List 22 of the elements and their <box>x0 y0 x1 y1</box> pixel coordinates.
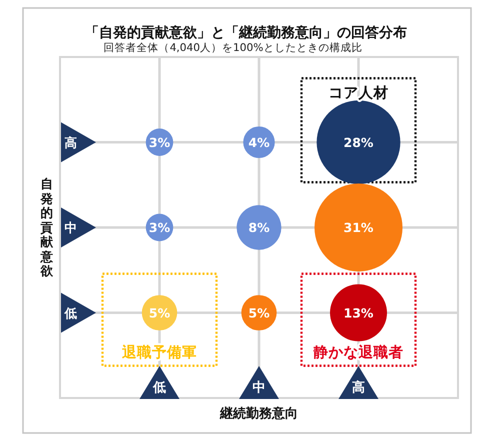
data-label: 3% <box>148 220 171 235</box>
data-label: 31% <box>344 220 374 235</box>
y-tick-label: 高 <box>64 134 78 150</box>
x-tick-label: 低 <box>152 380 166 396</box>
x-tick-label: 中 <box>252 380 266 396</box>
chart-subtitle: 回答者全体（4,040人）を100%としたときの構成比 <box>104 41 362 54</box>
y-tick-label: 低 <box>64 305 78 320</box>
data-label: 8% <box>248 220 270 235</box>
y-tick-label: 中 <box>64 220 78 235</box>
data-label: 13% <box>344 305 374 320</box>
annotation: 退職予備軍 <box>121 344 197 361</box>
data-label: 5% <box>248 305 270 320</box>
annotation: 静かな退職者 <box>312 344 404 361</box>
data-label: 28% <box>344 134 374 150</box>
annotation: コア人材 <box>328 84 388 102</box>
x-axis-title: 継続勤務意向 <box>219 406 298 422</box>
y-axis-title: 自発的貢献意欲 <box>40 176 54 278</box>
data-label: 5% <box>148 305 171 320</box>
data-label: 4% <box>248 134 270 150</box>
data-label: 3% <box>148 134 171 150</box>
chart-title: 「自発的貢献意欲」と「継続勤務意向」の回答分布 <box>85 24 407 41</box>
x-tick-label: 高 <box>352 380 365 396</box>
